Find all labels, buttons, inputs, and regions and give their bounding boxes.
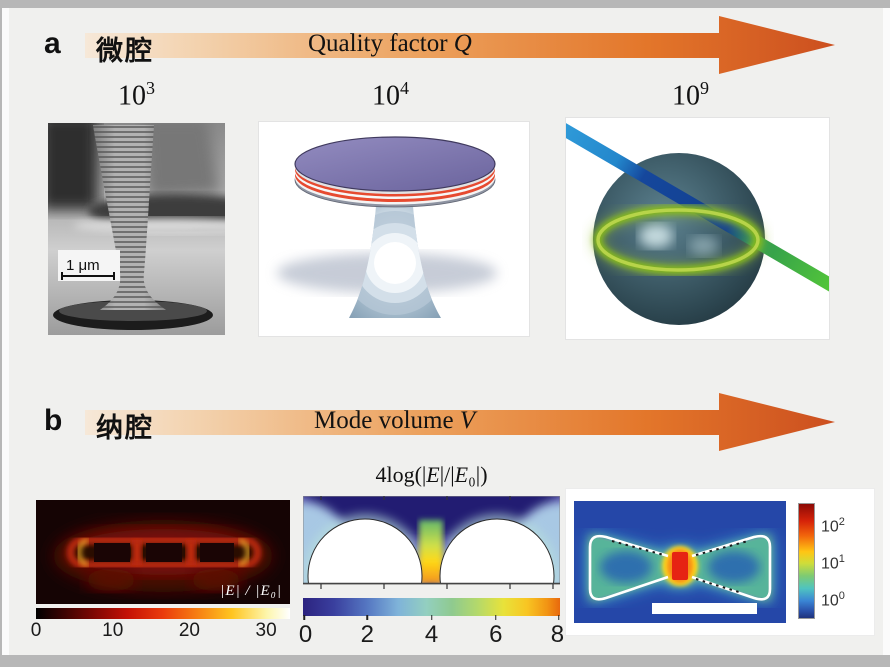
hot-colorbar (36, 608, 290, 619)
arrow-shaft (85, 410, 719, 435)
tick-2: 2 (360, 621, 374, 648)
frame-bottom-strip (0, 655, 890, 667)
quality-factor-arrow (85, 16, 835, 74)
frame-left-line (0, 0, 2, 667)
microsphere-body (593, 153, 765, 325)
disk-layers (294, 136, 496, 208)
jet-colorbar (303, 598, 560, 616)
tick-0: 0 (30, 620, 42, 641)
mode-volume-symbol: V (459, 407, 476, 434)
q-tick-1e3: 103 (118, 78, 155, 112)
microsphere-image (565, 117, 830, 340)
q-tick-1e9: 109 (672, 78, 709, 112)
rod-end-hotspot-left (76, 538, 89, 567)
panel-a-tag: a (44, 27, 61, 60)
scale-bar-label: 1 μm (66, 257, 100, 274)
gap-hotspot-core (672, 552, 688, 580)
rod-end-hotspot-right (238, 538, 251, 567)
gap-hotspot (419, 520, 443, 584)
quality-factor-symbol: Q (453, 30, 472, 57)
arrow-head (719, 393, 835, 451)
quality-factor-label: Quality factor Q (308, 30, 472, 58)
frame-right-margin (883, 8, 890, 655)
field-ratio-label: |E| / |E₀| (220, 583, 282, 599)
log-tick-1e1: 101 (821, 553, 845, 573)
jet-colorbar-ticks: 0 2 4 6 8 (299, 615, 564, 648)
sem-dark-corner (48, 123, 98, 210)
tick-20: 20 (178, 620, 200, 641)
bowtie-map-card: 102 101 100 (565, 488, 875, 636)
sem-scale-bar: 1 μm (58, 250, 120, 281)
log-colorbar (798, 503, 815, 619)
q-tick-1e4: 104 (372, 78, 409, 112)
hot-colorbar-ticks: 0 10 20 30 (31, 620, 290, 642)
log-tick-1e2: 102 (821, 516, 845, 536)
quality-factor-text: Quality factor (308, 30, 454, 57)
mode-volume-text: Mode volume (314, 407, 460, 434)
arrow-head (719, 16, 835, 74)
sem-background-pillar (143, 123, 220, 198)
tick-8: 8 (550, 621, 565, 648)
bowtie-outline (588, 534, 772, 601)
scale-bar (652, 603, 757, 614)
tick-0: 0 (298, 621, 313, 648)
dome-left (307, 518, 423, 584)
dimer-field-map (303, 496, 560, 590)
frame-top-strip (0, 0, 890, 8)
micropillar-sem-image: 1 μm (48, 123, 225, 335)
tick-10: 10 (102, 620, 124, 641)
frame-left-margin (2, 8, 9, 655)
measurement-dots (611, 540, 749, 594)
panel-b-tag: b (44, 404, 63, 437)
dimer-plot-title: 4log(|E|/|E₀|) (375, 462, 488, 487)
nanorod-field-map: |E| / |E₀| (36, 500, 290, 604)
dome-right (439, 518, 555, 584)
tick-6: 6 (489, 621, 503, 648)
tick-4: 4 (424, 621, 439, 648)
whispering-gallery-ring (590, 202, 766, 278)
axis-ticks (320, 496, 554, 589)
mode-volume-label: Mode volume V (314, 407, 475, 435)
tick-30: 30 (255, 620, 277, 641)
mode-volume-arrow (85, 393, 835, 451)
microdisk-image (258, 121, 530, 337)
panel-b-category-label: 纳腔 (96, 413, 154, 444)
arrow-shaft (85, 33, 719, 58)
disk-top (294, 136, 496, 192)
sphere-highlight (639, 224, 673, 248)
bowtie-field-map (574, 501, 786, 623)
log-tick-1e0: 100 (821, 590, 845, 610)
panel-a-category-label: 微腔 (96, 36, 154, 67)
